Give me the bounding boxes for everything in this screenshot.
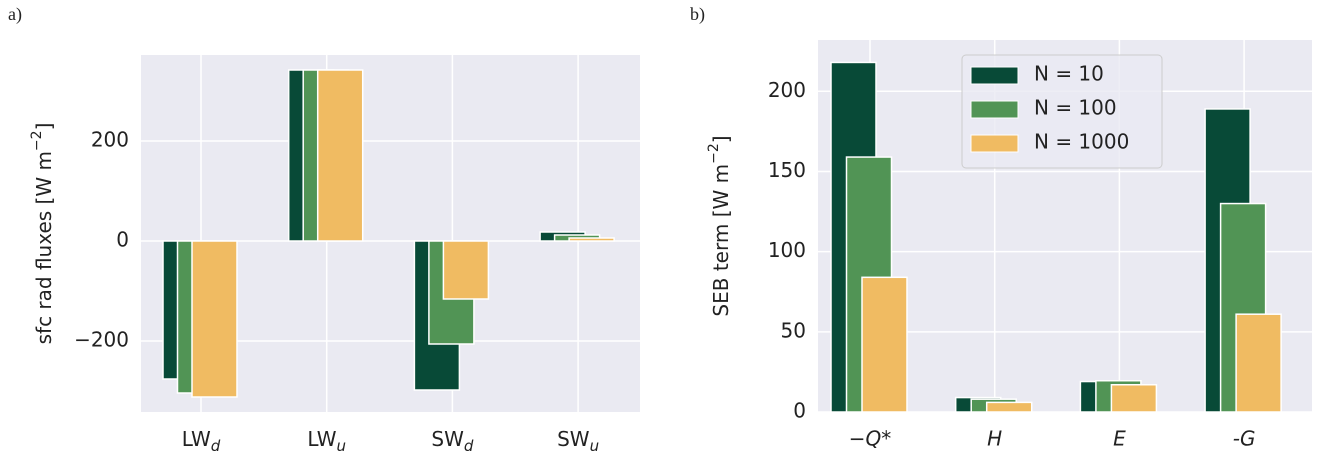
legend-label: N = 100 bbox=[1034, 96, 1117, 120]
y-label-sup: −2 bbox=[706, 143, 722, 164]
x-tick-label: H bbox=[987, 427, 1002, 451]
y-tick-label: 50 bbox=[781, 318, 806, 342]
y-tick-label: 0 bbox=[793, 399, 806, 423]
y-tick-label: −200 bbox=[74, 328, 129, 352]
y-label-sup: −2 bbox=[29, 130, 45, 151]
bar bbox=[191, 240, 238, 398]
x-tick-label: -G bbox=[1233, 427, 1256, 451]
y-tick-label: 100 bbox=[768, 238, 806, 262]
x-tick-base: LW bbox=[182, 427, 211, 451]
bar bbox=[985, 401, 1033, 413]
legend-swatch bbox=[970, 66, 1019, 85]
x-tick-base: SW bbox=[431, 427, 464, 451]
x-tick-base: LW bbox=[307, 427, 336, 451]
bar bbox=[1235, 313, 1282, 413]
x-tick-sub: d bbox=[211, 437, 221, 455]
legend-label: N = 10 bbox=[1034, 62, 1104, 86]
x-tick-label: SWd bbox=[431, 427, 473, 455]
x-tick-label: −Q* bbox=[849, 427, 892, 451]
y-tick-label: 200 bbox=[91, 128, 129, 152]
bar bbox=[442, 240, 490, 300]
y-tick-label: 150 bbox=[768, 158, 806, 182]
bar bbox=[316, 69, 364, 242]
y-axis-label: SEB term [W m−2] bbox=[706, 135, 733, 316]
y-label-end: ] bbox=[709, 135, 733, 143]
y-label-text: sfc rad fluxes [W m bbox=[32, 151, 56, 344]
bar bbox=[568, 237, 615, 242]
bar bbox=[861, 276, 908, 413]
x-tick-sub: u bbox=[590, 437, 600, 455]
x-tick-sub: u bbox=[336, 437, 346, 455]
legend-label: N = 1000 bbox=[1034, 130, 1129, 154]
x-tick-sub: d bbox=[464, 437, 474, 455]
x-tick-base: SW bbox=[557, 427, 590, 451]
y-label-text: SEB term [W m bbox=[709, 164, 733, 317]
legend-swatch bbox=[970, 134, 1019, 153]
y-label-end: ] bbox=[32, 123, 56, 131]
chart-panel: b) 0 50 100 150 200 −Q* H E -G SEB term [W m−2] N =… bbox=[690, 4, 1312, 451]
y-tick-label: 200 bbox=[768, 78, 806, 102]
x-tick-label: SWu bbox=[557, 427, 599, 455]
x-tick-label: LWu bbox=[307, 427, 346, 455]
x-tick-label: E bbox=[1113, 427, 1126, 451]
x-tick-label: LWd bbox=[182, 427, 221, 455]
y-tick-label: 0 bbox=[116, 228, 129, 252]
y-axis-label: sfc rad fluxes [W m−2] bbox=[29, 123, 56, 345]
legend-swatch bbox=[970, 100, 1019, 119]
bar bbox=[1110, 383, 1158, 413]
panel-label: a) bbox=[8, 4, 22, 25]
panel-label: b) bbox=[690, 4, 705, 25]
